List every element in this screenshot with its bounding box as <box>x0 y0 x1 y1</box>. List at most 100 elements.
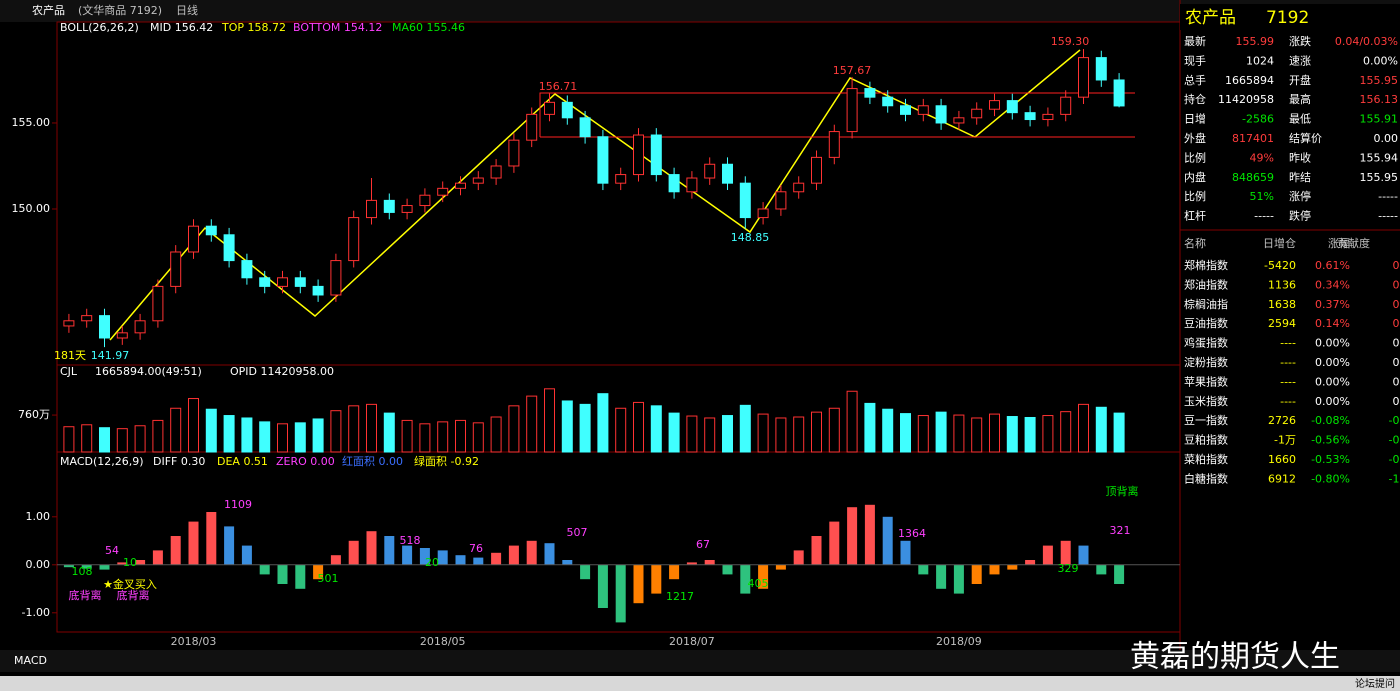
quote-label: 总手 <box>1184 73 1206 87</box>
volume-bar <box>561 400 573 453</box>
candle-body <box>1095 57 1107 81</box>
list-cell: 玉米指数 <box>1184 394 1228 408</box>
macd-bar <box>1042 545 1053 565</box>
quote-value: 817401 <box>1232 132 1274 145</box>
list-cell: 白糖指数 <box>1184 471 1228 485</box>
macd-bar <box>473 557 484 565</box>
list-cell: -0.9 <box>1389 453 1400 466</box>
macd-annotation: 518 <box>400 534 421 547</box>
volume-bar <box>989 413 1000 453</box>
quote-value: 51% <box>1250 190 1274 203</box>
candle-body <box>330 260 342 296</box>
candle-body <box>615 174 627 184</box>
candle-body <box>561 101 573 119</box>
volume-bar <box>294 422 306 453</box>
list-cell: 0.00% <box>1315 395 1350 408</box>
list-cell: 0.00% <box>1315 337 1350 350</box>
volume-bar <box>1024 416 1036 453</box>
legend: DEA 0.51 <box>217 455 268 468</box>
quote-label: 最高 <box>1289 92 1311 106</box>
macd-annotation: 76 <box>469 542 483 555</box>
volume-bar <box>490 416 502 453</box>
period[interactable]: 日线 <box>176 3 198 17</box>
candle-body <box>917 105 929 115</box>
list-cell: 2726 <box>1268 414 1296 427</box>
volume-bar <box>1095 406 1107 453</box>
candle-body <box>1078 57 1089 98</box>
list-cell: ---- <box>1280 337 1296 350</box>
candle-body <box>348 217 360 262</box>
candle-body <box>971 108 983 119</box>
candle-body <box>633 134 644 176</box>
volume-bar <box>277 423 288 453</box>
volume-bar <box>526 395 538 453</box>
help[interactable]: 论坛提问 <box>1355 677 1395 690</box>
volume-bar <box>704 417 716 453</box>
macd-bar <box>508 545 519 565</box>
volume-bar <box>1006 416 1018 453</box>
macd-bar <box>615 564 626 623</box>
macd-bar <box>241 545 252 565</box>
quote-label: 结算价 <box>1289 131 1322 145</box>
candle-body <box>152 285 164 322</box>
quote-code: 7192 <box>1266 8 1309 28</box>
volume-bar <box>330 410 342 453</box>
quote-value: 0.00% <box>1363 54 1398 67</box>
macd-bar <box>704 560 715 565</box>
list-cell: 0.8 <box>1393 259 1400 272</box>
candle-body <box>277 277 288 287</box>
list-cell: ---- <box>1280 356 1296 369</box>
macd-bar <box>989 564 1000 575</box>
macd-bar <box>330 555 341 565</box>
list-header: 贡献度 <box>1337 236 1370 250</box>
list-cell: -1.3 <box>1389 472 1400 485</box>
legend: DIFF 0.30 <box>153 455 205 468</box>
list-cell: 1136 <box>1268 278 1296 291</box>
volume-bar <box>366 403 377 453</box>
candle-body <box>579 117 591 138</box>
volume-bar <box>650 405 662 453</box>
quote-label: 杠杆 <box>1184 209 1206 223</box>
candle-body <box>205 225 217 236</box>
legend: MID 156.42 <box>150 21 213 34</box>
list-cell: -0.56% <box>1311 434 1350 447</box>
indicator: MACD <box>14 654 47 667</box>
volume-bar <box>615 407 627 453</box>
volume-bar <box>205 408 217 453</box>
candle-body <box>508 139 520 167</box>
title: 农产品 <box>32 3 65 17</box>
volume-bar <box>579 403 591 453</box>
quote-label: 最低 <box>1289 113 1311 126</box>
macd-bar <box>224 526 235 565</box>
macd-bar <box>1078 545 1089 565</box>
volume-bar <box>1042 415 1054 453</box>
list-cell: -0.08% <box>1311 414 1350 427</box>
macd-annotation: 20 <box>425 556 439 569</box>
list-cell: 豆油指数 <box>1184 316 1228 330</box>
list-cell: 0.0 <box>1393 337 1400 350</box>
candle-body <box>1006 100 1018 114</box>
volume-bar <box>811 411 822 453</box>
quote-value: 0.00 <box>1374 132 1399 145</box>
macd-bar <box>1096 564 1107 575</box>
quote-label: 日增 <box>1184 112 1206 126</box>
list-cell: 淀粉指数 <box>1184 355 1228 369</box>
volume-bar <box>259 421 271 453</box>
list-cell: 0.37% <box>1315 298 1350 311</box>
list-cell: 0.2 <box>1393 317 1400 330</box>
quote-value: 1024 <box>1246 54 1274 67</box>
candle-body <box>775 191 787 210</box>
macd-bar <box>900 540 911 565</box>
macd-bar <box>864 504 875 565</box>
macd-annotation: 顶背离 <box>1106 484 1139 498</box>
annotation: 181天 <box>54 349 86 362</box>
quote-value: 1665894 <box>1225 74 1274 87</box>
macd-bar <box>455 555 466 565</box>
macd-bar <box>793 550 804 565</box>
macd-bar <box>633 564 644 604</box>
macd-bar <box>740 564 751 594</box>
candle-body <box>1060 96 1072 115</box>
macd-bar <box>882 516 893 565</box>
volume-bar <box>401 419 413 453</box>
volume-bar <box>241 417 253 453</box>
